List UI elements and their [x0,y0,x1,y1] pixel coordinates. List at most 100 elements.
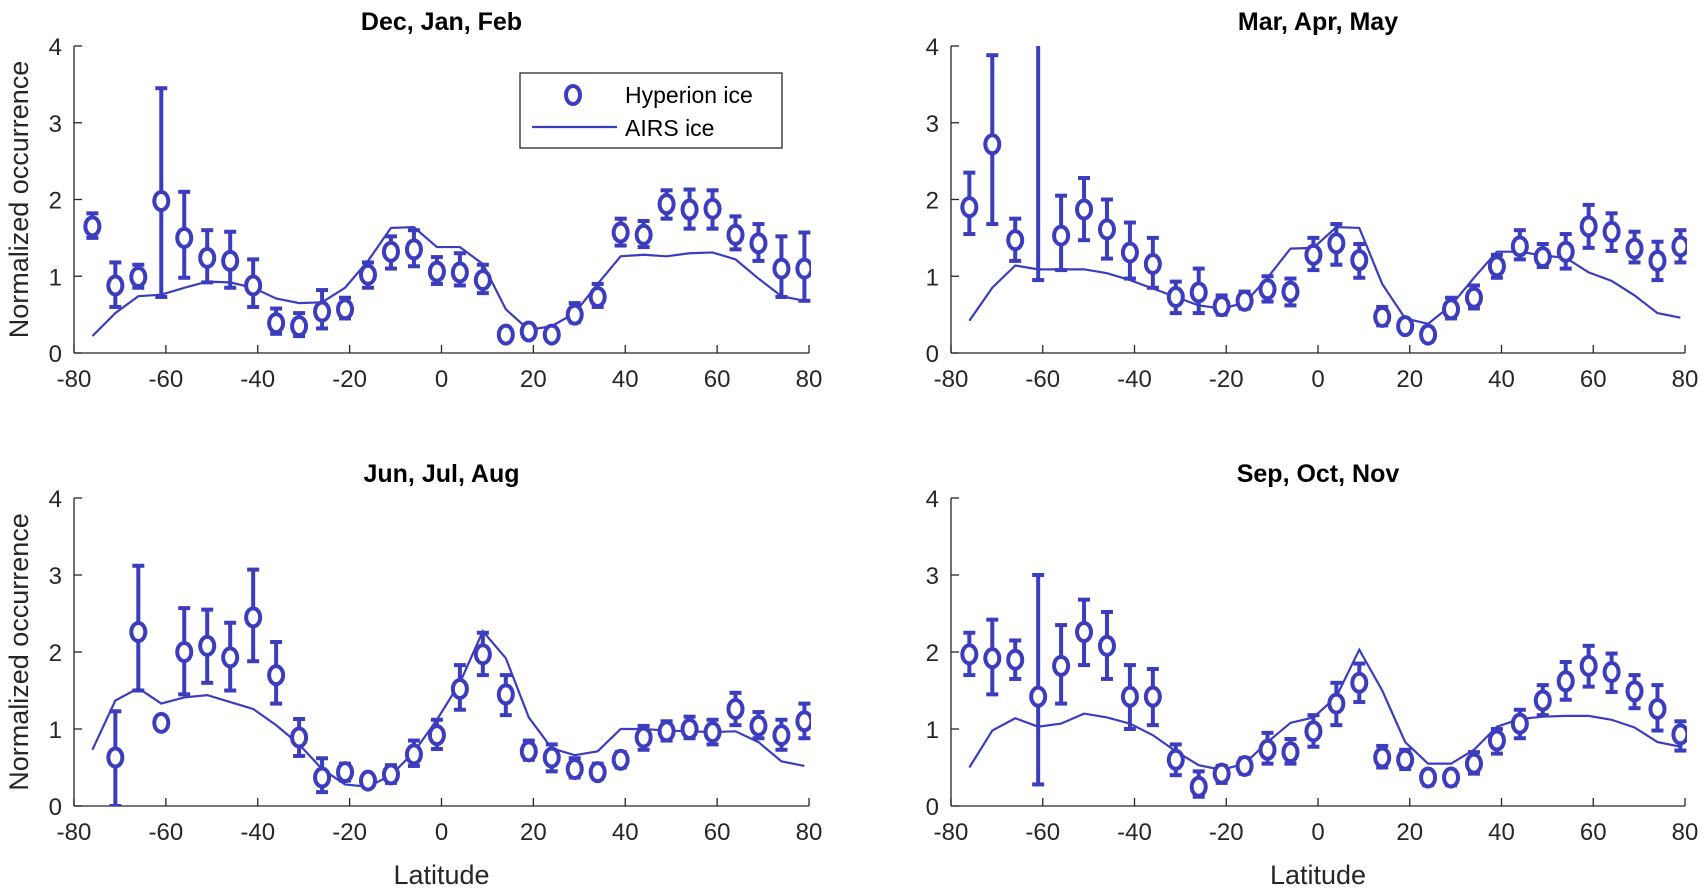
hyperion-point [1373,304,1392,328]
hyperion-point [634,723,653,752]
x-tick-label: 20 [1396,819,1423,846]
hyperion-marker [1373,746,1392,769]
x-tick-label: 20 [520,819,547,846]
hyperion-marker [1602,220,1621,243]
hyperion-point [175,606,194,697]
hyperion-marker [313,766,332,789]
hyperion-point [404,228,423,269]
hyperion-point [960,630,979,678]
legend-label-hyperion: Hyperion ice [625,82,753,108]
y-axis-label: Normalized occurrence [4,513,34,791]
hyperion-marker [1464,286,1483,309]
y-tick-label: 2 [926,640,939,667]
legend: Hyperion ice AIRS ice [519,72,783,149]
x-tick-label: 80 [796,366,823,393]
hyperion-marker [152,190,171,213]
hyperion-point [152,711,171,734]
x-tick-label: -20 [1209,819,1244,846]
hyperion-point [1166,279,1185,316]
hyperion-marker [1189,775,1208,798]
y-tick-label: 2 [926,188,939,215]
hyperion-point [1350,661,1369,705]
hyperion-point [680,714,699,741]
hyperion-marker [726,697,745,720]
hyperion-marker [473,269,492,292]
hyperion-point [542,323,561,346]
hyperion-marker [1625,680,1644,703]
hyperion-point [1120,220,1139,281]
hyperion-marker [1235,754,1254,777]
hyperion-point [1029,573,1048,787]
hyperion-point [1602,651,1621,695]
subplot-2: -80 -60 -40 -20 0 20 40 60 80 0 1 2 3 4 Jun, Jul, Aug N… [4,460,822,890]
hyperion-marker [473,643,492,666]
hyperion-marker [680,198,699,221]
x-tick-label: 40 [1488,819,1515,846]
hyperion-marker [1487,255,1506,278]
hyperion-marker [772,257,791,280]
plot-area [960,46,1687,346]
hyperion-point [1510,707,1529,741]
hyperion-point [1166,742,1185,778]
hyperion-marker [198,634,217,657]
x-tick-label: 80 [1672,819,1699,846]
hyperion-marker [1556,670,1575,693]
hyperion-marker [427,724,446,747]
x-tick-label: 80 [1672,366,1699,393]
hyperion-point [83,211,102,240]
hyperion-point [336,295,355,321]
subplot-0: -80 -60 -40 -20 0 20 40 60 80 0 1 2 3 4 Dec, Jan, Feb N… [4,8,822,393]
plot-area [83,86,811,346]
hyperion-marker [1579,215,1598,238]
hyperion-marker [450,261,469,284]
hyperion-point [983,617,1002,697]
x-axis-label: Latitude [1270,860,1366,890]
hyperion-point [588,761,607,784]
hyperion-marker [336,298,355,321]
hyperion-marker [542,746,561,769]
y-tick-label: 1 [926,717,939,744]
hyperion-point [1350,242,1369,280]
hyperion-marker [175,226,194,249]
hyperion-point [749,710,768,741]
hyperion-point [198,607,217,685]
x-tick-label: 40 [612,366,639,393]
hyperion-marker [1304,243,1323,266]
hyperion-marker [657,720,676,743]
hyperion-marker [1442,298,1461,321]
hyperion-marker [152,711,171,734]
hyperion-point [1212,762,1231,785]
hyperion-point [1442,295,1461,321]
hyperion-marker [83,215,102,238]
hyperion-marker [1281,280,1300,303]
hyperion-point [1419,323,1438,346]
hyperion-marker [657,193,676,216]
hyperion-point [1579,202,1598,250]
hyperion-point [1052,193,1071,273]
x-tick-label: 80 [796,819,823,846]
hyperion-point [1143,235,1162,290]
hyperion-point [1006,216,1025,263]
hyperion-marker [1189,281,1208,304]
hyperion-point [106,709,125,806]
hyperion-point [496,323,515,346]
hyperion-point [106,260,125,309]
hyperion-point [795,701,811,741]
hyperion-point [1625,229,1644,265]
hyperion-point [1075,176,1094,243]
hyperion-marker [1212,762,1231,785]
y-axis-label: Normalized occurrence [4,61,34,339]
hyperion-marker [1075,198,1094,221]
hyperion-marker [496,683,515,706]
hyperion-point [450,663,469,712]
hyperion-point [1671,228,1687,265]
hyperion-marker [1166,285,1185,308]
plot-area [960,573,1687,799]
hyperion-point [749,222,768,263]
subplot-title: Jun, Jul, Aug [363,460,519,488]
hyperion-point [1235,289,1254,312]
hyperion-marker [1396,315,1415,338]
hyperion-point [1671,719,1687,753]
y-tick-label: 1 [49,264,62,291]
hyperion-marker [565,758,584,781]
